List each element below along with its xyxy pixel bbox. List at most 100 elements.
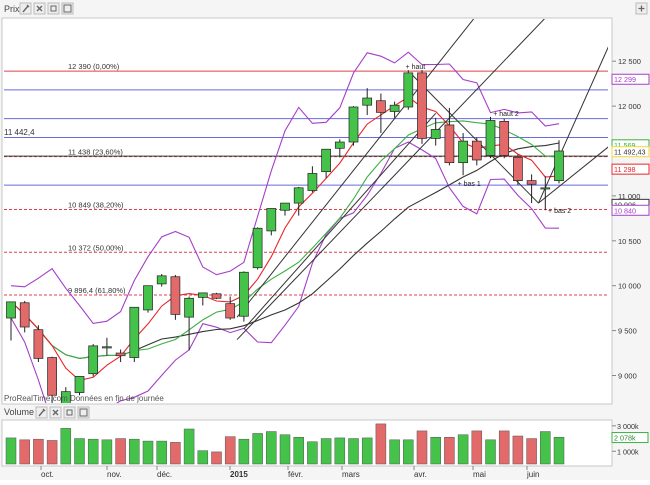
wrench-icon[interactable]	[19, 2, 32, 15]
value-tag-label: 12 299	[614, 75, 636, 84]
right-value-tag: 11 298	[611, 163, 650, 175]
x-axis: oct. nov. déc. 2015 févr. mars avr. mai juin	[40, 466, 539, 479]
volume-bar	[87, 438, 99, 465]
candle-body	[74, 376, 85, 393]
candle-body	[513, 156, 523, 181]
value-tag-label: 10 840	[614, 206, 636, 215]
price-layer: 12 390 (0,00%) 11 438 (23,60%) 10 849 (38,…	[4, 19, 650, 425]
level-label: 10 372 (50,00%)	[68, 243, 124, 252]
y-tick-label: 9 000	[618, 372, 637, 381]
volume-bar	[471, 430, 483, 465]
x-tick-label: avr.	[414, 470, 427, 479]
volume-bar	[348, 438, 359, 465]
volume-bar	[403, 439, 414, 465]
volume-bar	[540, 431, 551, 465]
candle	[321, 148, 331, 178]
value-tag-label: 11 298	[614, 165, 635, 174]
candle-body	[403, 72, 414, 108]
candle-body	[334, 141, 345, 149]
volume-current-label: 2 078k	[614, 434, 636, 443]
volume-bar	[416, 430, 428, 465]
annotation-label: + bas 1	[458, 181, 481, 188]
candle-body	[47, 357, 57, 396]
candle-body	[444, 124, 455, 164]
volume-bar	[183, 428, 195, 465]
candle	[430, 117, 441, 146]
volume-bar	[101, 439, 113, 465]
candle-body	[184, 297, 194, 318]
candle	[513, 154, 523, 186]
value-tag-label: 11 569	[614, 141, 635, 150]
candle	[403, 70, 414, 110]
volume-bar	[334, 437, 346, 465]
candle-body	[348, 106, 359, 143]
candle-body	[6, 301, 16, 319]
candle-body	[458, 140, 468, 164]
volume-bar	[266, 431, 277, 465]
volume-bar	[74, 438, 85, 465]
trend-line	[236, 19, 545, 340]
x-tick-label: déc.	[157, 470, 172, 479]
level-label: 12 390 (0,00%)	[68, 62, 120, 71]
price-panel-header: Prix	[4, 2, 74, 15]
candle-body	[485, 120, 496, 156]
candle	[225, 296, 236, 320]
candle-body	[88, 345, 99, 375]
trend-line	[243, 112, 437, 330]
x-tick-label: 2015	[230, 470, 248, 479]
volume-bar	[19, 439, 30, 465]
candle	[239, 271, 249, 322]
maximize-icon[interactable]	[61, 2, 74, 15]
candle-body	[266, 208, 277, 232]
volume-bar	[46, 440, 58, 465]
volume-bar	[252, 433, 263, 465]
maximize-icon[interactable]	[77, 406, 90, 419]
candle	[540, 176, 551, 211]
trend-line	[537, 46, 608, 204]
trend-line	[538, 146, 608, 204]
restore-icon[interactable]	[47, 2, 60, 15]
candle	[362, 88, 373, 116]
candle	[170, 274, 181, 320]
price-series-group: 12 390 (0,00%) 11 438 (23,60%) 10 849 (38,…	[4, 19, 608, 403]
plus-icon[interactable]	[635, 2, 648, 15]
candle-body	[321, 148, 331, 173]
candle-body	[60, 391, 71, 403]
volume-bar	[361, 437, 373, 465]
restore-icon[interactable]	[63, 406, 76, 419]
candle	[197, 292, 208, 306]
candle	[526, 174, 537, 204]
candle	[389, 101, 400, 118]
candle	[348, 106, 359, 146]
price-plot-area	[1, 17, 613, 405]
candle-body	[417, 72, 427, 139]
close-icon[interactable]	[33, 2, 46, 15]
x-tick-label: mai	[473, 470, 486, 479]
wrench-icon[interactable]	[35, 406, 48, 419]
volume-bar	[320, 438, 332, 465]
volume-current-tag: 2 078k	[611, 432, 649, 444]
y-tick-label: 12 500	[618, 57, 641, 66]
level-label: 11 438 (23,60%)	[68, 148, 123, 157]
volume-y-tick-label: 3 000k	[617, 422, 639, 431]
price-panel-title: Prix	[4, 4, 20, 14]
candle	[143, 285, 153, 313]
volume-current-box	[611, 432, 649, 444]
candle-body	[540, 187, 551, 190]
level-label: 9 896,4 (61,80%)	[68, 286, 126, 295]
close-icon[interactable]	[49, 406, 62, 419]
candle	[485, 116, 496, 159]
candle-body	[280, 202, 290, 211]
candle	[19, 300, 30, 333]
candle-body	[225, 303, 236, 319]
value-tag-box	[611, 146, 650, 158]
y-tick-label: 9 500	[618, 327, 637, 336]
last-price-label: 11 442,4	[4, 128, 35, 137]
x-tick-label: févr.	[288, 470, 303, 479]
candle	[60, 387, 71, 403]
candle-body	[102, 346, 112, 349]
y-tick-label: 10 000	[618, 282, 641, 291]
candle	[184, 296, 194, 351]
candle	[554, 140, 564, 184]
